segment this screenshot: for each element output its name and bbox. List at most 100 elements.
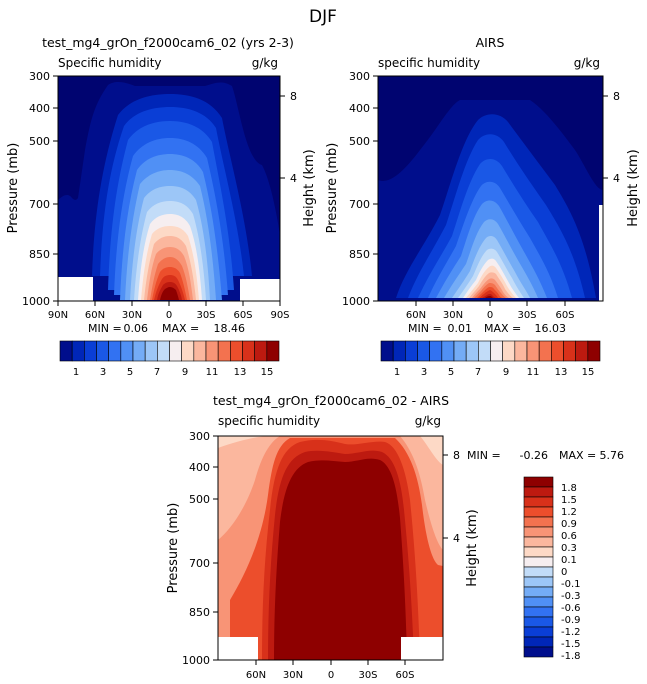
colorbar-swatch (169, 340, 182, 362)
colorbar-label: 1.2 (561, 507, 577, 518)
colorbar-label: 13 (555, 367, 568, 378)
y-tick-label: 500 (29, 135, 50, 148)
x-tick-label: 60N (246, 670, 266, 681)
x-tick-label: 60S (395, 670, 414, 681)
colorbar-label: 7 (154, 367, 160, 378)
colorbar-swatch (523, 646, 554, 658)
colorbar-label: -0.6 (561, 603, 581, 614)
colorbar-swatch (157, 340, 170, 362)
panel-model-y2-axis-label: Height (km) (302, 149, 317, 226)
x-tick-label: 90S (270, 310, 289, 321)
colorbar-swatch (59, 340, 73, 362)
colorbar-swatch (523, 556, 554, 568)
panel-diff-y-ticks: 300 400 500 700 850 1000 (182, 430, 210, 667)
colorbar-swatch (405, 340, 418, 362)
colorbar-swatch (84, 340, 97, 362)
x-tick-label: 30S (358, 670, 377, 681)
panel-model-title: test_mg4_grOn_f2000cam6_02 (yrs 2-3) (42, 35, 294, 50)
colorbar-swatch (526, 340, 540, 362)
panel-obs-variable-label: specific humidity (378, 56, 480, 70)
max-value: 16.03 (535, 322, 567, 335)
y2-tick-label: 8 (290, 90, 297, 103)
colorbar-label: -1.2 (561, 627, 581, 638)
colorbar-swatch (575, 340, 589, 362)
colorbar-swatch (181, 340, 195, 362)
min-label: MIN = (88, 322, 122, 335)
x-tick-label: 60S (555, 310, 574, 321)
colorbar-swatch (205, 340, 219, 362)
colorbar-swatch (523, 526, 554, 538)
colorbar-swatch (523, 516, 554, 528)
panel-model-axes (53, 75, 285, 306)
y-tick-label: 1000 (342, 295, 370, 308)
panel-obs-stats: MIN = 0.01 MAX = 16.03 (408, 322, 566, 335)
colorbar-swatch (266, 340, 280, 362)
min-label: MIN = (408, 322, 442, 335)
x-tick-label: 0 (487, 310, 493, 321)
min-value: 0.06 (124, 322, 149, 335)
colorbar-label: 9 (182, 367, 188, 378)
colorbar-label: 11 (527, 367, 540, 378)
max-value: 5.76 (600, 449, 625, 462)
colorbar-label: 0.6 (561, 531, 577, 542)
panel-diff-plot (217, 435, 444, 661)
min-label: MIN = (467, 449, 501, 462)
colorbar-label: -1.8 (561, 651, 581, 662)
min-value: 0.01 (448, 322, 473, 335)
panel-diff-x-ticks: 60N 30N 0 30S 60S (246, 670, 415, 681)
colorbar-label: 1.5 (561, 495, 577, 506)
colorbar-swatch (193, 340, 207, 362)
x-tick-label: 0 (328, 670, 334, 681)
colorbar-swatch (417, 340, 430, 362)
y-tick-label: 400 (189, 461, 210, 474)
panel-diff-colorbar: 1.8 1.5 1.2 0.9 0.6 0.3 0.1 0 -0.1 -0.3 … (523, 476, 581, 662)
colorbar-swatch (465, 340, 479, 362)
colorbar-swatch (587, 340, 601, 362)
colorbar-label: 15 (261, 367, 274, 378)
min-value: -0.26 (520, 449, 548, 462)
colorbar-label: -0.1 (561, 579, 581, 590)
colorbar-swatch (478, 340, 491, 362)
x-tick-label: 0 (166, 310, 172, 321)
colorbar-label: -0.3 (561, 591, 581, 602)
x-tick-label: 60S (233, 310, 252, 321)
panel-obs-title: AIRS (476, 35, 505, 50)
panel-model: test_mg4_grOn_f2000cam6_02 (yrs 2-3) Spe… (6, 35, 317, 378)
panel-obs-y-axis-label: Pressure (mb) (325, 143, 340, 234)
colorbar-swatch (502, 340, 516, 362)
panel-obs-y2-ticks: 8 4 (613, 90, 620, 185)
colorbar-swatch (538, 340, 552, 362)
colorbar-label: 7 (475, 367, 481, 378)
y2-tick-label: 4 (613, 172, 620, 185)
panel-obs-units-label: g/kg (574, 56, 600, 70)
colorbar-swatch (523, 596, 554, 608)
colorbar-swatch (71, 340, 85, 362)
colorbar-swatch (523, 546, 554, 558)
colorbar-label: 0.3 (561, 543, 577, 554)
y-tick-label: 850 (29, 248, 50, 261)
panel-model-stats: MIN = 0.06 MAX = 18.46 (88, 322, 245, 335)
colorbar-swatch (242, 340, 255, 362)
colorbar-swatch (523, 496, 554, 508)
colorbar-swatch (514, 340, 528, 362)
panel-obs-plot (377, 75, 604, 302)
x-tick-label: 30S (196, 310, 215, 321)
colorbar-swatch (144, 340, 158, 362)
colorbar-swatch (217, 340, 231, 362)
colorbar-swatch (132, 340, 146, 362)
panel-model-y-ticks: 300 400 500 700 850 1000 (22, 70, 50, 308)
panel-model-units-label: g/kg (252, 56, 278, 70)
y-tick-label: 700 (29, 198, 50, 211)
colorbar-swatch (523, 476, 554, 488)
max-label: MAX = (484, 322, 521, 335)
colorbar-swatch (563, 340, 576, 362)
y-tick-label: 400 (29, 102, 50, 115)
colorbar-swatch (230, 340, 243, 362)
y2-tick-label: 4 (290, 172, 297, 185)
y-tick-label: 500 (349, 135, 370, 148)
panel-obs-y2-axis-label: Height (km) (626, 149, 641, 226)
colorbar-swatch (453, 340, 467, 362)
x-tick-label: 60N (85, 310, 105, 321)
colorbar-label: 5 (448, 367, 454, 378)
